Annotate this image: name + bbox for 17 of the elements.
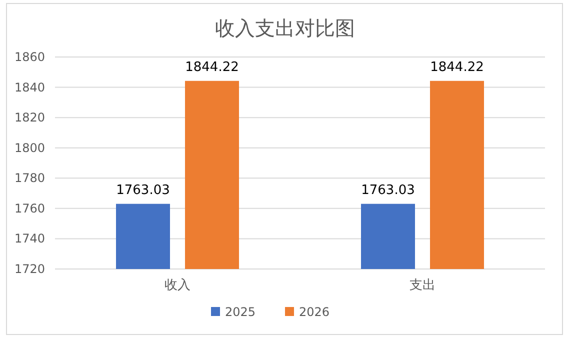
y-tick-label: 1780 (14, 171, 45, 186)
data-label: 1844.22 (430, 60, 484, 75)
y-tick-label: 1740 (14, 232, 45, 246)
y-tick-label: 1820 (14, 110, 45, 125)
legend-label: 2025 (225, 305, 256, 319)
x-tick-label: 支出 (410, 278, 436, 293)
chart-title: 收入支出对比图 (215, 16, 355, 40)
data-label: 1844.22 (185, 60, 239, 75)
legend-label: 2026 (299, 305, 330, 319)
y-tick-label: 1800 (14, 140, 45, 155)
data-label: 1763.03 (361, 182, 415, 198)
y-tick-label: 1840 (14, 80, 45, 94)
y-tick-label: 1860 (14, 50, 45, 64)
y-tick-label: 1760 (14, 201, 45, 216)
x-tick-label: 收入 (164, 278, 190, 293)
data-label: 1763.03 (116, 182, 170, 198)
y-tick-label: 1720 (14, 262, 45, 276)
